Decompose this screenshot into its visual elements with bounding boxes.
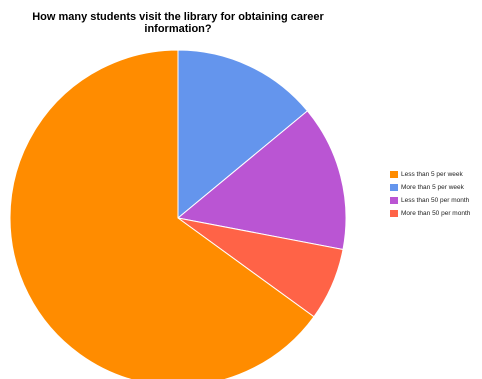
chart-legend: Less than 5 per week More than 5 per wee…: [390, 168, 482, 220]
legend-item: More than 50 per month: [390, 207, 482, 219]
legend-item: Less than 50 per month: [390, 194, 482, 206]
legend-label: Less than 50 per month: [401, 196, 470, 204]
chart-title: How many students visit the library for …: [0, 11, 356, 35]
legend-label: Less than 5 per week: [401, 170, 463, 178]
legend-swatch: [390, 209, 398, 217]
chart-title-line-1: How many students visit the library for …: [32, 11, 324, 23]
legend-label: More than 5 per week: [401, 183, 464, 191]
legend-swatch: [390, 183, 398, 191]
pie-slice: [176, 110, 347, 251]
pie-slice: [177, 49, 309, 220]
legend-item: More than 5 per week: [390, 181, 482, 193]
pie-slice: [9, 49, 315, 379]
legend-swatch: [390, 196, 398, 204]
legend-swatch: [390, 170, 398, 178]
legend-item: Less than 5 per week: [390, 168, 482, 180]
legend-label: More than 50 per month: [401, 209, 471, 217]
chart-title-line-2: information?: [144, 23, 212, 35]
